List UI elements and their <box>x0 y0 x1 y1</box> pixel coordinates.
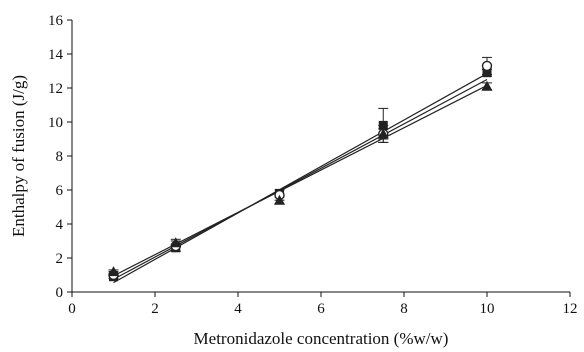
x-tick-label: 2 <box>151 301 159 317</box>
y-axis-title: Enthalpy of fusion (J/g) <box>9 75 28 237</box>
triangle-marker <box>170 237 182 248</box>
fit-line-triangle <box>113 84 488 277</box>
y-tick-label: 0 <box>56 285 64 301</box>
x-axis-title: Metronidazole concentration (%w/w) <box>194 329 449 348</box>
fit-line-square <box>113 73 488 284</box>
y-tick-label: 2 <box>56 251 64 267</box>
triangle-marker <box>481 80 493 91</box>
fit-lines <box>113 73 488 284</box>
y-tick-label: 14 <box>48 47 64 63</box>
y-tick-label: 16 <box>48 13 64 29</box>
fit-line-circle <box>113 78 488 280</box>
circle-marker <box>481 60 493 72</box>
triangle-marker <box>108 266 119 277</box>
square-marker <box>378 120 388 130</box>
y-tick-label: 10 <box>48 115 63 131</box>
x-tick-label: 6 <box>317 301 325 317</box>
y-tick-label: 4 <box>56 217 64 233</box>
axes: 0 2 4 6 8 10 12 14 16 0 2 4 6 8 10 12 <box>48 13 578 317</box>
x-tick-label: 10 <box>480 301 495 317</box>
x-tick-label: 4 <box>234 301 242 317</box>
x-tick-label: 12 <box>563 301 578 317</box>
x-tick-label: 8 <box>400 301 408 317</box>
y-tick-label: 8 <box>56 149 64 165</box>
triangle-marker <box>377 128 389 139</box>
y-tick-label: 12 <box>48 81 63 97</box>
x-tick-label: 0 <box>68 301 76 317</box>
error-bars <box>108 56 492 279</box>
square-marker <box>482 68 492 78</box>
triangle-marker <box>274 194 285 205</box>
data-markers <box>108 60 493 282</box>
y-tick-label: 6 <box>56 183 64 199</box>
